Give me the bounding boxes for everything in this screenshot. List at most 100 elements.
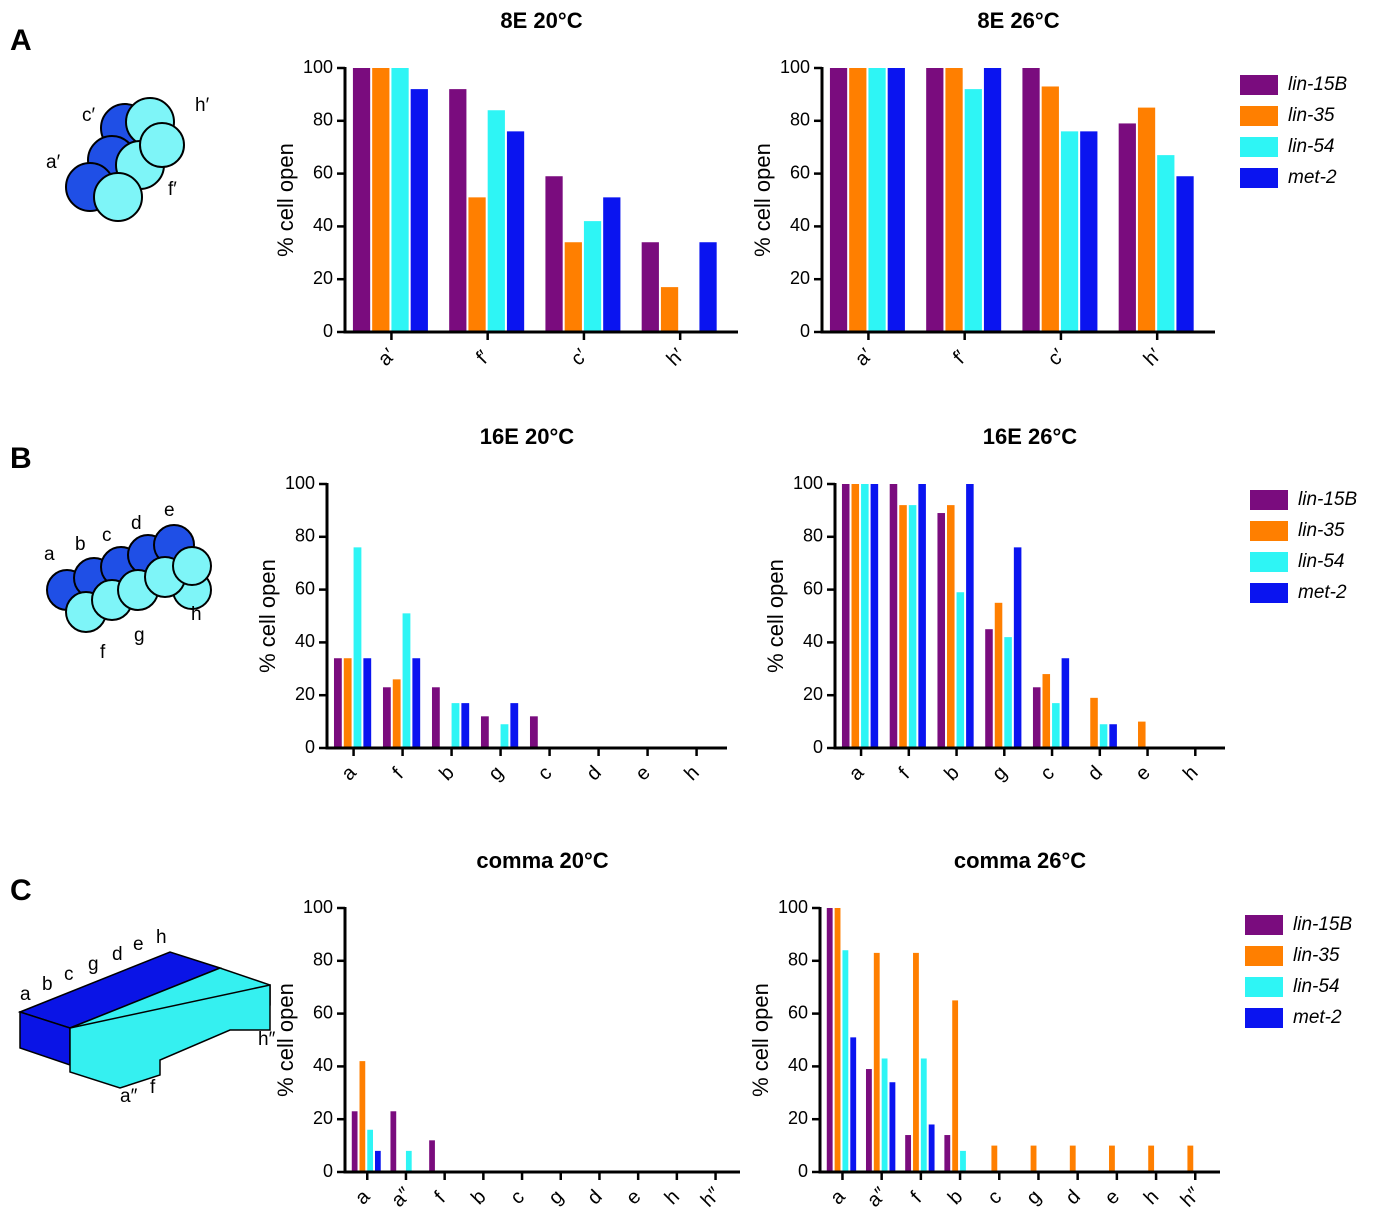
chart-title: 8E 26°C: [977, 8, 1059, 33]
y-tick-label: 60: [313, 1002, 333, 1022]
x-tick-label: d: [583, 1186, 606, 1209]
bar: [865, 1069, 872, 1172]
x-tick-label: g: [1022, 1186, 1045, 1209]
bar: [529, 716, 538, 748]
y-tick-label: 60: [790, 162, 810, 182]
diagram-b: [46, 524, 212, 633]
bar: [391, 68, 409, 332]
y-tick-label: 0: [798, 1161, 808, 1181]
bar: [1137, 107, 1156, 332]
bar: [1187, 1145, 1194, 1172]
x-tick-label: e: [631, 762, 654, 785]
bar: [487, 110, 505, 333]
chart-title: 16E 26°C: [983, 424, 1078, 449]
x-tick-label: a: [826, 1185, 850, 1209]
bar: [926, 68, 944, 332]
y-tick-label: 0: [813, 737, 823, 757]
legend-label: met-2: [1293, 1007, 1342, 1028]
bar: [851, 484, 860, 748]
bar: [842, 950, 849, 1172]
bar: [905, 1135, 912, 1172]
bar: [870, 484, 879, 748]
bar: [849, 68, 867, 332]
bar: [826, 908, 833, 1172]
bar: [829, 68, 848, 332]
bar: [461, 703, 470, 748]
legend-swatch: [1245, 977, 1283, 997]
bar: [841, 484, 850, 748]
chart-title: comma 20°C: [476, 848, 608, 873]
x-tick-label: f: [388, 763, 408, 783]
bar: [1042, 674, 1051, 748]
y-tick-label: 100: [303, 57, 333, 77]
legend-label: lin-54: [1288, 136, 1334, 157]
bar: [952, 1000, 959, 1172]
legend-label: lin-35: [1298, 520, 1345, 541]
bar: [899, 505, 907, 748]
legend-label: lin-35: [1288, 105, 1335, 126]
y-axis-label: % cell open: [273, 983, 298, 1097]
x-tick-label: f: [430, 1187, 450, 1207]
legend-swatch: [1250, 552, 1288, 572]
legend-label: lin-15B: [1298, 489, 1357, 510]
legend-label: lin-54: [1298, 551, 1344, 572]
x-tick-label: e: [1101, 1186, 1124, 1209]
bar: [480, 716, 489, 748]
chart-title: 16E 20°C: [480, 424, 575, 449]
x-tick-label: h′: [663, 344, 689, 370]
y-tick-label: 100: [778, 897, 808, 917]
bar: [945, 68, 963, 332]
x-tick-label: e: [1131, 762, 1154, 785]
y-tick-label: 40: [788, 1055, 808, 1075]
y-tick-label: 60: [295, 578, 315, 598]
diagram-label: h: [191, 604, 202, 625]
legend-swatch: [1250, 583, 1288, 603]
bar: [390, 1111, 397, 1172]
bar: [1041, 86, 1059, 332]
y-tick-label: 0: [305, 737, 315, 757]
bar: [918, 484, 926, 748]
bar: [429, 1140, 435, 1172]
bar: [928, 1124, 935, 1172]
x-tick-label: a: [845, 761, 869, 785]
x-tick-label: a″: [863, 1183, 891, 1211]
bar: [1052, 703, 1060, 748]
bar: [510, 703, 519, 748]
bar: [363, 658, 372, 748]
diagram-label: f′: [168, 179, 177, 200]
bar: [873, 952, 880, 1172]
bar: [374, 1150, 381, 1172]
diagram-label: a: [44, 544, 55, 565]
x-tick-label: b: [467, 1186, 490, 1209]
y-tick-label: 80: [313, 950, 333, 970]
bar: [372, 68, 390, 332]
x-tick-label: g: [484, 762, 507, 785]
bar: [1069, 1145, 1076, 1172]
x-tick-label: d: [1084, 762, 1107, 785]
x-tick-label: a′: [374, 344, 400, 370]
bar: [1080, 131, 1098, 332]
bar: [947, 505, 955, 748]
diagram-label: f: [150, 1077, 156, 1098]
bar: [353, 547, 362, 748]
y-axis-label: % cell open: [255, 559, 280, 673]
bar: [881, 1058, 888, 1172]
y-tick-label: 60: [788, 1002, 808, 1022]
bar: [889, 1082, 896, 1172]
bar: [1004, 637, 1012, 748]
y-tick-label: 100: [793, 473, 823, 493]
bar: [449, 89, 467, 333]
y-tick-label: 80: [803, 526, 823, 546]
bar: [994, 602, 1003, 748]
x-tick-label: g: [545, 1186, 568, 1209]
diagram-label: c: [64, 964, 74, 985]
y-axis-label: % cell open: [748, 983, 773, 1097]
bar: [351, 1111, 358, 1172]
y-axis-label: % cell open: [273, 143, 298, 257]
bar: [1118, 123, 1136, 332]
bar: [944, 1135, 951, 1172]
x-tick-label: f′: [949, 346, 971, 368]
bar: [410, 89, 428, 333]
y-tick-label: 100: [303, 897, 333, 917]
bar: [861, 484, 869, 748]
